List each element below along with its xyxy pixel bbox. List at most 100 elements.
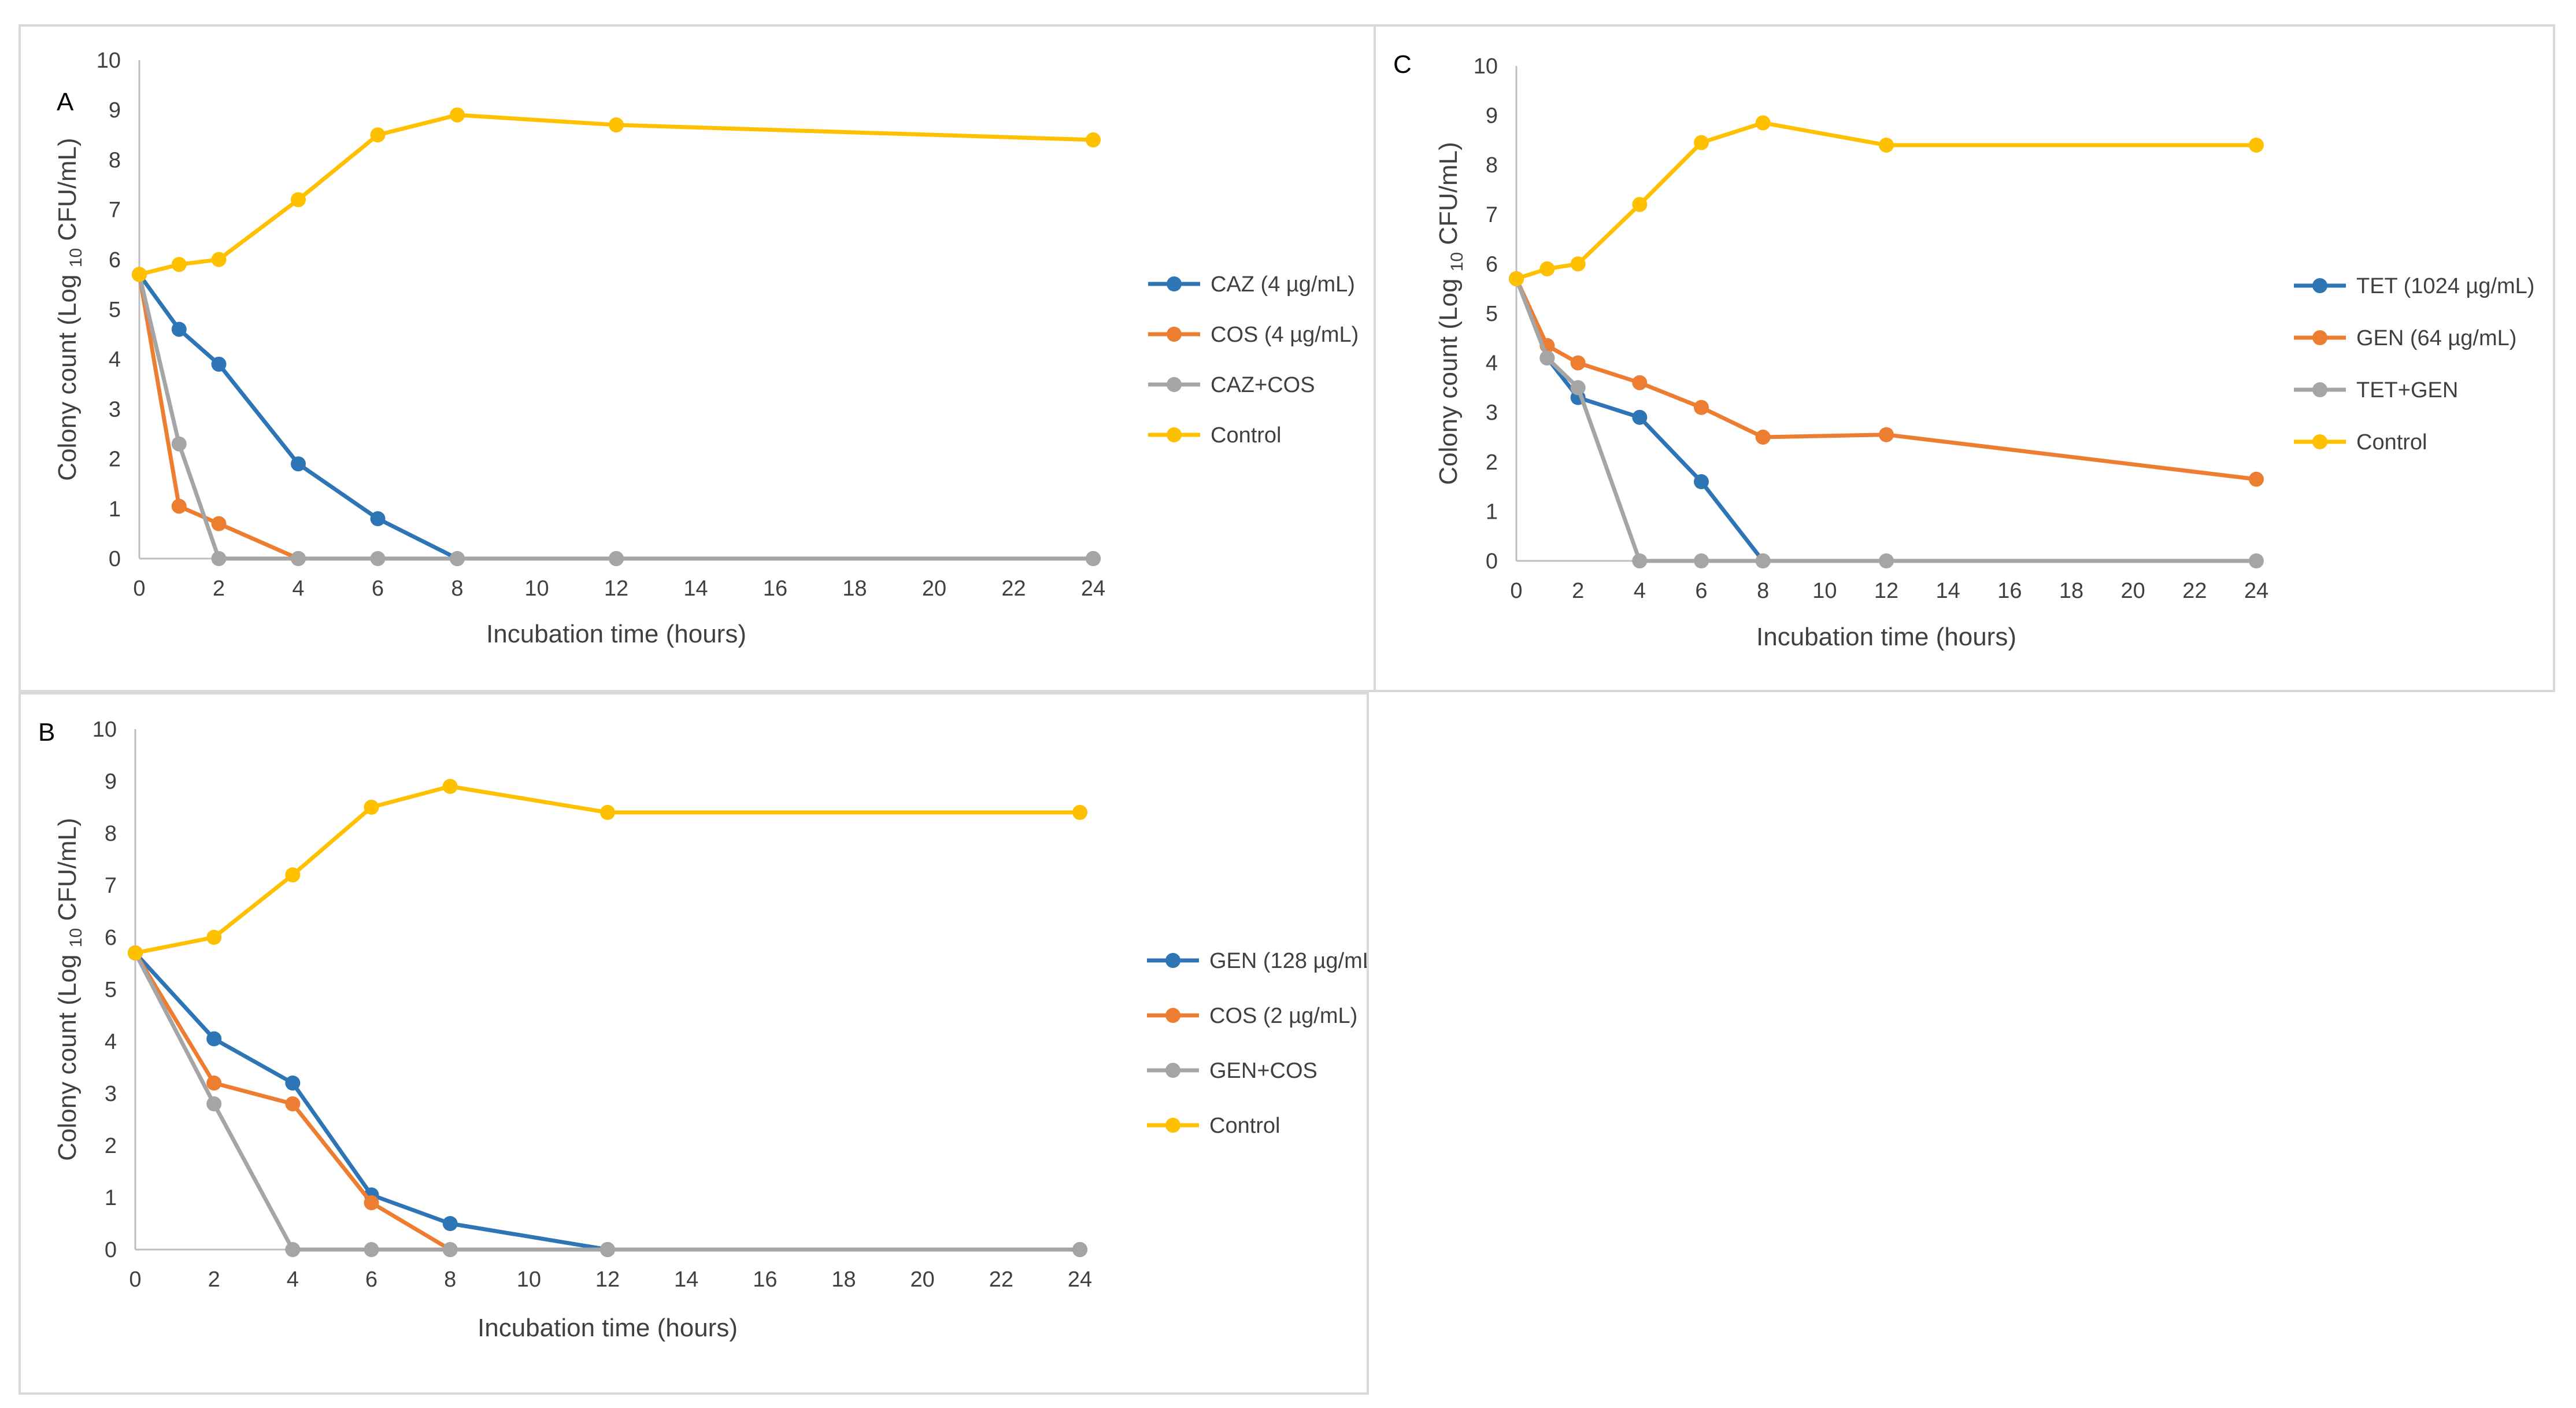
x-tick-label: 2 bbox=[213, 576, 225, 601]
data-point bbox=[206, 1096, 222, 1111]
legend-marker bbox=[2312, 330, 2327, 345]
y-tick-label: 9 bbox=[109, 98, 121, 123]
y-tick-label: 8 bbox=[1486, 153, 1498, 178]
x-axis-label: Incubation time (hours) bbox=[486, 620, 746, 648]
data-point bbox=[291, 551, 306, 566]
data-point bbox=[211, 252, 227, 267]
data-point bbox=[1570, 355, 1586, 371]
data-point bbox=[291, 192, 306, 208]
legend-label: GEN+COS bbox=[1209, 1059, 1317, 1083]
series-line bbox=[137, 272, 1095, 561]
x-axis-label: Incubation time (hours) bbox=[478, 1314, 738, 1342]
data-point bbox=[1694, 400, 1709, 415]
data-point bbox=[364, 800, 379, 815]
x-tick-label: 2 bbox=[1572, 579, 1584, 603]
y-tick-label: 7 bbox=[1486, 203, 1498, 227]
data-point bbox=[609, 551, 624, 566]
data-point bbox=[291, 456, 306, 472]
legend-marker bbox=[2312, 382, 2327, 397]
data-point bbox=[370, 551, 386, 566]
data-point bbox=[1632, 553, 1648, 568]
y-tick-label: 4 bbox=[1486, 352, 1498, 376]
y-tick-label: 2 bbox=[109, 448, 121, 472]
data-point bbox=[211, 516, 227, 531]
x-tick-label: 16 bbox=[763, 576, 787, 601]
data-point bbox=[442, 1216, 458, 1231]
data-point bbox=[171, 436, 187, 452]
data-point bbox=[132, 267, 147, 282]
data-point bbox=[206, 1031, 222, 1047]
y-axis-label: Colony count (Log 10 CFU/mL) bbox=[1434, 142, 1467, 485]
x-tick-label: 0 bbox=[129, 1267, 141, 1292]
data-point bbox=[1509, 271, 1524, 287]
y-tick-label: 1 bbox=[1486, 500, 1498, 524]
legend-label: GEN (128 µg/mL) bbox=[1209, 949, 1367, 973]
chart-panel-b: B 0 1 2 3 4 5 6 7 8 9 10 0 2 4 6 8 10 12 14 16 18 20 22 24 Incuba… bbox=[18, 692, 1369, 1395]
data-point bbox=[285, 1096, 301, 1111]
legend-marker bbox=[2312, 434, 2327, 449]
legend-label: TET+GEN bbox=[2356, 378, 2458, 402]
panel-label: C bbox=[1393, 50, 1412, 79]
x-axis-label: Incubation time (hours) bbox=[1756, 623, 2016, 651]
data-point bbox=[442, 779, 458, 794]
data-point bbox=[450, 107, 465, 123]
x-tick-label: 6 bbox=[372, 576, 384, 601]
x-tick-label: 4 bbox=[287, 1267, 299, 1292]
y-tick-label: 6 bbox=[109, 248, 121, 272]
data-point bbox=[1632, 409, 1648, 425]
legend-label: COS (4 µg/mL) bbox=[1211, 323, 1359, 347]
data-point bbox=[609, 117, 624, 133]
y-tick-label: 0 bbox=[1486, 549, 1498, 574]
data-point bbox=[2249, 553, 2264, 568]
x-tick-label: 0 bbox=[1510, 579, 1522, 603]
x-tick-label: 22 bbox=[1001, 576, 1026, 601]
y-tick-label: 3 bbox=[105, 1082, 117, 1106]
series-line bbox=[1514, 276, 2259, 482]
legend-label: GEN (64 µg/mL) bbox=[2356, 326, 2516, 350]
data-point bbox=[600, 805, 615, 820]
y-tick-label: 1 bbox=[105, 1186, 117, 1210]
data-point bbox=[1086, 551, 1101, 566]
data-point bbox=[1755, 553, 1771, 568]
legend-label: COS (2 µg/mL) bbox=[1209, 1004, 1357, 1028]
data-point bbox=[285, 867, 301, 882]
x-tick-label: 14 bbox=[674, 1267, 698, 1292]
data-point bbox=[370, 511, 386, 527]
data-point bbox=[1632, 375, 1648, 390]
y-tick-label: 8 bbox=[105, 822, 117, 846]
y-tick-label: 1 bbox=[109, 497, 121, 522]
data-point bbox=[285, 1242, 301, 1257]
data-point bbox=[1694, 474, 1709, 490]
y-tick-label: 8 bbox=[109, 148, 121, 172]
y-tick-label: 9 bbox=[1486, 104, 1498, 128]
data-point bbox=[211, 356, 227, 372]
legend-label: Control bbox=[2356, 430, 2427, 454]
data-point bbox=[364, 1242, 379, 1257]
y-tick-label: 10 bbox=[92, 718, 117, 742]
x-tick-label: 12 bbox=[595, 1267, 620, 1292]
data-point bbox=[285, 1076, 301, 1091]
x-tick-label: 12 bbox=[604, 576, 628, 601]
x-tick-label: 14 bbox=[1936, 579, 1960, 603]
legend-marker bbox=[1167, 377, 1182, 392]
x-tick-label: 22 bbox=[989, 1267, 1013, 1292]
data-point bbox=[1570, 256, 1586, 272]
legend-marker bbox=[1167, 276, 1182, 291]
x-tick-label: 20 bbox=[911, 1267, 935, 1292]
series-line bbox=[137, 113, 1095, 277]
y-tick-label: 7 bbox=[105, 874, 117, 898]
data-point bbox=[211, 551, 227, 566]
data-point bbox=[2249, 471, 2264, 487]
data-point bbox=[1879, 427, 1894, 442]
y-tick-label: 2 bbox=[105, 1134, 117, 1158]
y-tick-label: 10 bbox=[1474, 54, 1498, 79]
panel-label: A bbox=[57, 88, 74, 116]
y-tick-label: 2 bbox=[1486, 450, 1498, 475]
legend-marker bbox=[1167, 427, 1182, 442]
data-point bbox=[1632, 197, 1648, 212]
x-tick-label: 18 bbox=[831, 1267, 856, 1292]
x-tick-label: 18 bbox=[2059, 579, 2083, 603]
data-point bbox=[1570, 380, 1586, 396]
data-point bbox=[442, 1242, 458, 1257]
